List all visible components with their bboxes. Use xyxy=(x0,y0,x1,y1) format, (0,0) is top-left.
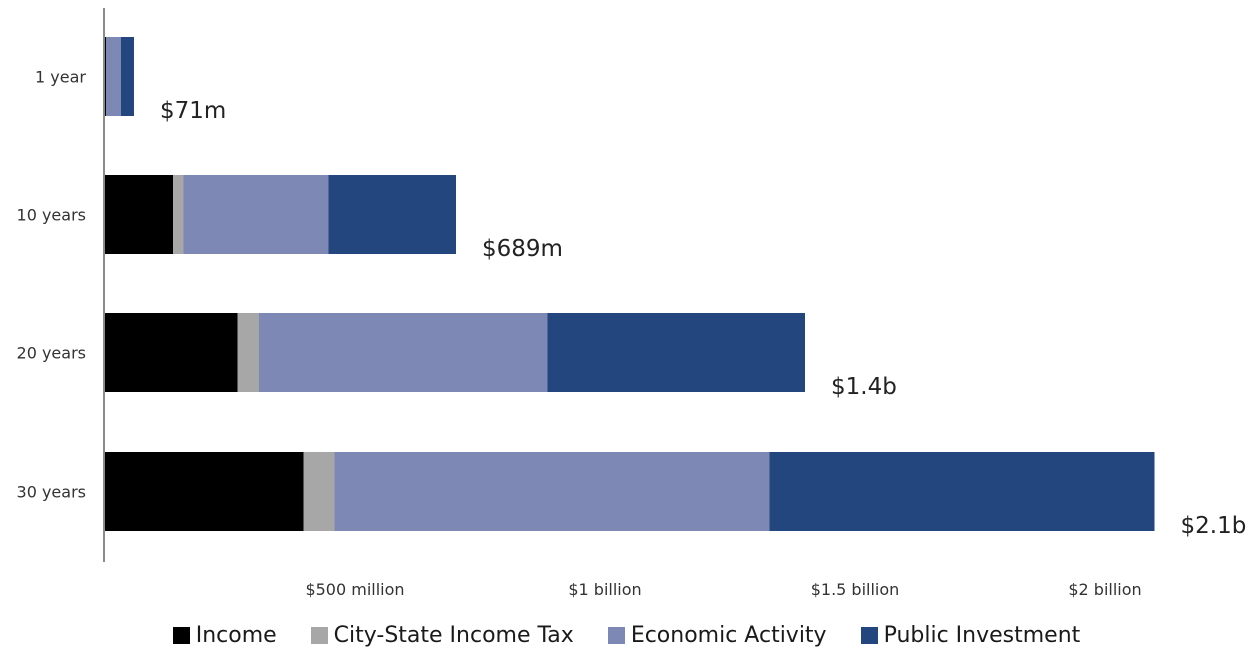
legend-label-economic-activity: Economic Activity xyxy=(630,623,827,648)
bar-income-10-years xyxy=(105,175,173,254)
bar-income-30-years xyxy=(105,452,304,531)
legend-item-city-state-income-tax: City-State Income Tax xyxy=(310,623,574,648)
category-label-30-years: 30 years xyxy=(17,483,86,502)
x-tick-label-500-million: $500 million xyxy=(305,580,404,599)
legend-swatch-city-state-income-tax xyxy=(310,627,328,644)
bar-city-state-income-tax-20-years xyxy=(237,313,259,392)
bar-economic-activity-30-years xyxy=(334,452,770,531)
bar-income-1-year xyxy=(105,37,106,116)
x-tick-label-2-billion: $2 billion xyxy=(1068,580,1141,599)
bar-economic-activity-20-years xyxy=(259,313,548,392)
legend-item-economic-activity: Economic Activity xyxy=(607,623,827,648)
legend-swatch-public-investment xyxy=(860,627,878,644)
bar-public-investment-10-years xyxy=(328,175,456,254)
legend-item-income: Income xyxy=(172,623,277,648)
legend-label-income: Income xyxy=(195,623,277,648)
bar-public-investment-20-years xyxy=(547,313,805,392)
legend-item-public-investment: Public Investment xyxy=(860,623,1081,648)
category-label-20-years: 20 years xyxy=(17,344,86,363)
total-label-1-year: $71m xyxy=(160,98,226,124)
total-label-10-years: $689m xyxy=(482,236,563,262)
legend-label-city-state-income-tax: City-State Income Tax xyxy=(333,623,574,648)
total-label-30-years: $2.1b xyxy=(1181,513,1247,539)
legend-label-public-investment: Public Investment xyxy=(883,623,1081,648)
x-tick-label-1-billion: $1 billion xyxy=(568,580,641,599)
bar-city-state-income-tax-30-years xyxy=(303,452,335,531)
bar-economic-activity-10-years xyxy=(183,175,329,254)
chart-legend: Income City-State Income Tax Economic Acti… xyxy=(0,623,1253,648)
bar-city-state-income-tax-10-years xyxy=(173,175,184,254)
category-label-1-year: 1 year xyxy=(35,68,86,87)
x-tick-label-1-5-billion: $1.5 billion xyxy=(811,580,900,599)
bar-public-investment-1-year xyxy=(121,37,134,116)
bar-income-20-years xyxy=(105,313,238,392)
legend-swatch-income xyxy=(172,627,190,644)
bar-economic-activity-1-year xyxy=(106,37,121,116)
total-label-20-years: $1.4b xyxy=(831,374,897,400)
legend-swatch-economic-activity xyxy=(607,627,625,644)
bar-public-investment-30-years xyxy=(769,452,1155,531)
category-label-10-years: 10 years xyxy=(17,206,86,225)
